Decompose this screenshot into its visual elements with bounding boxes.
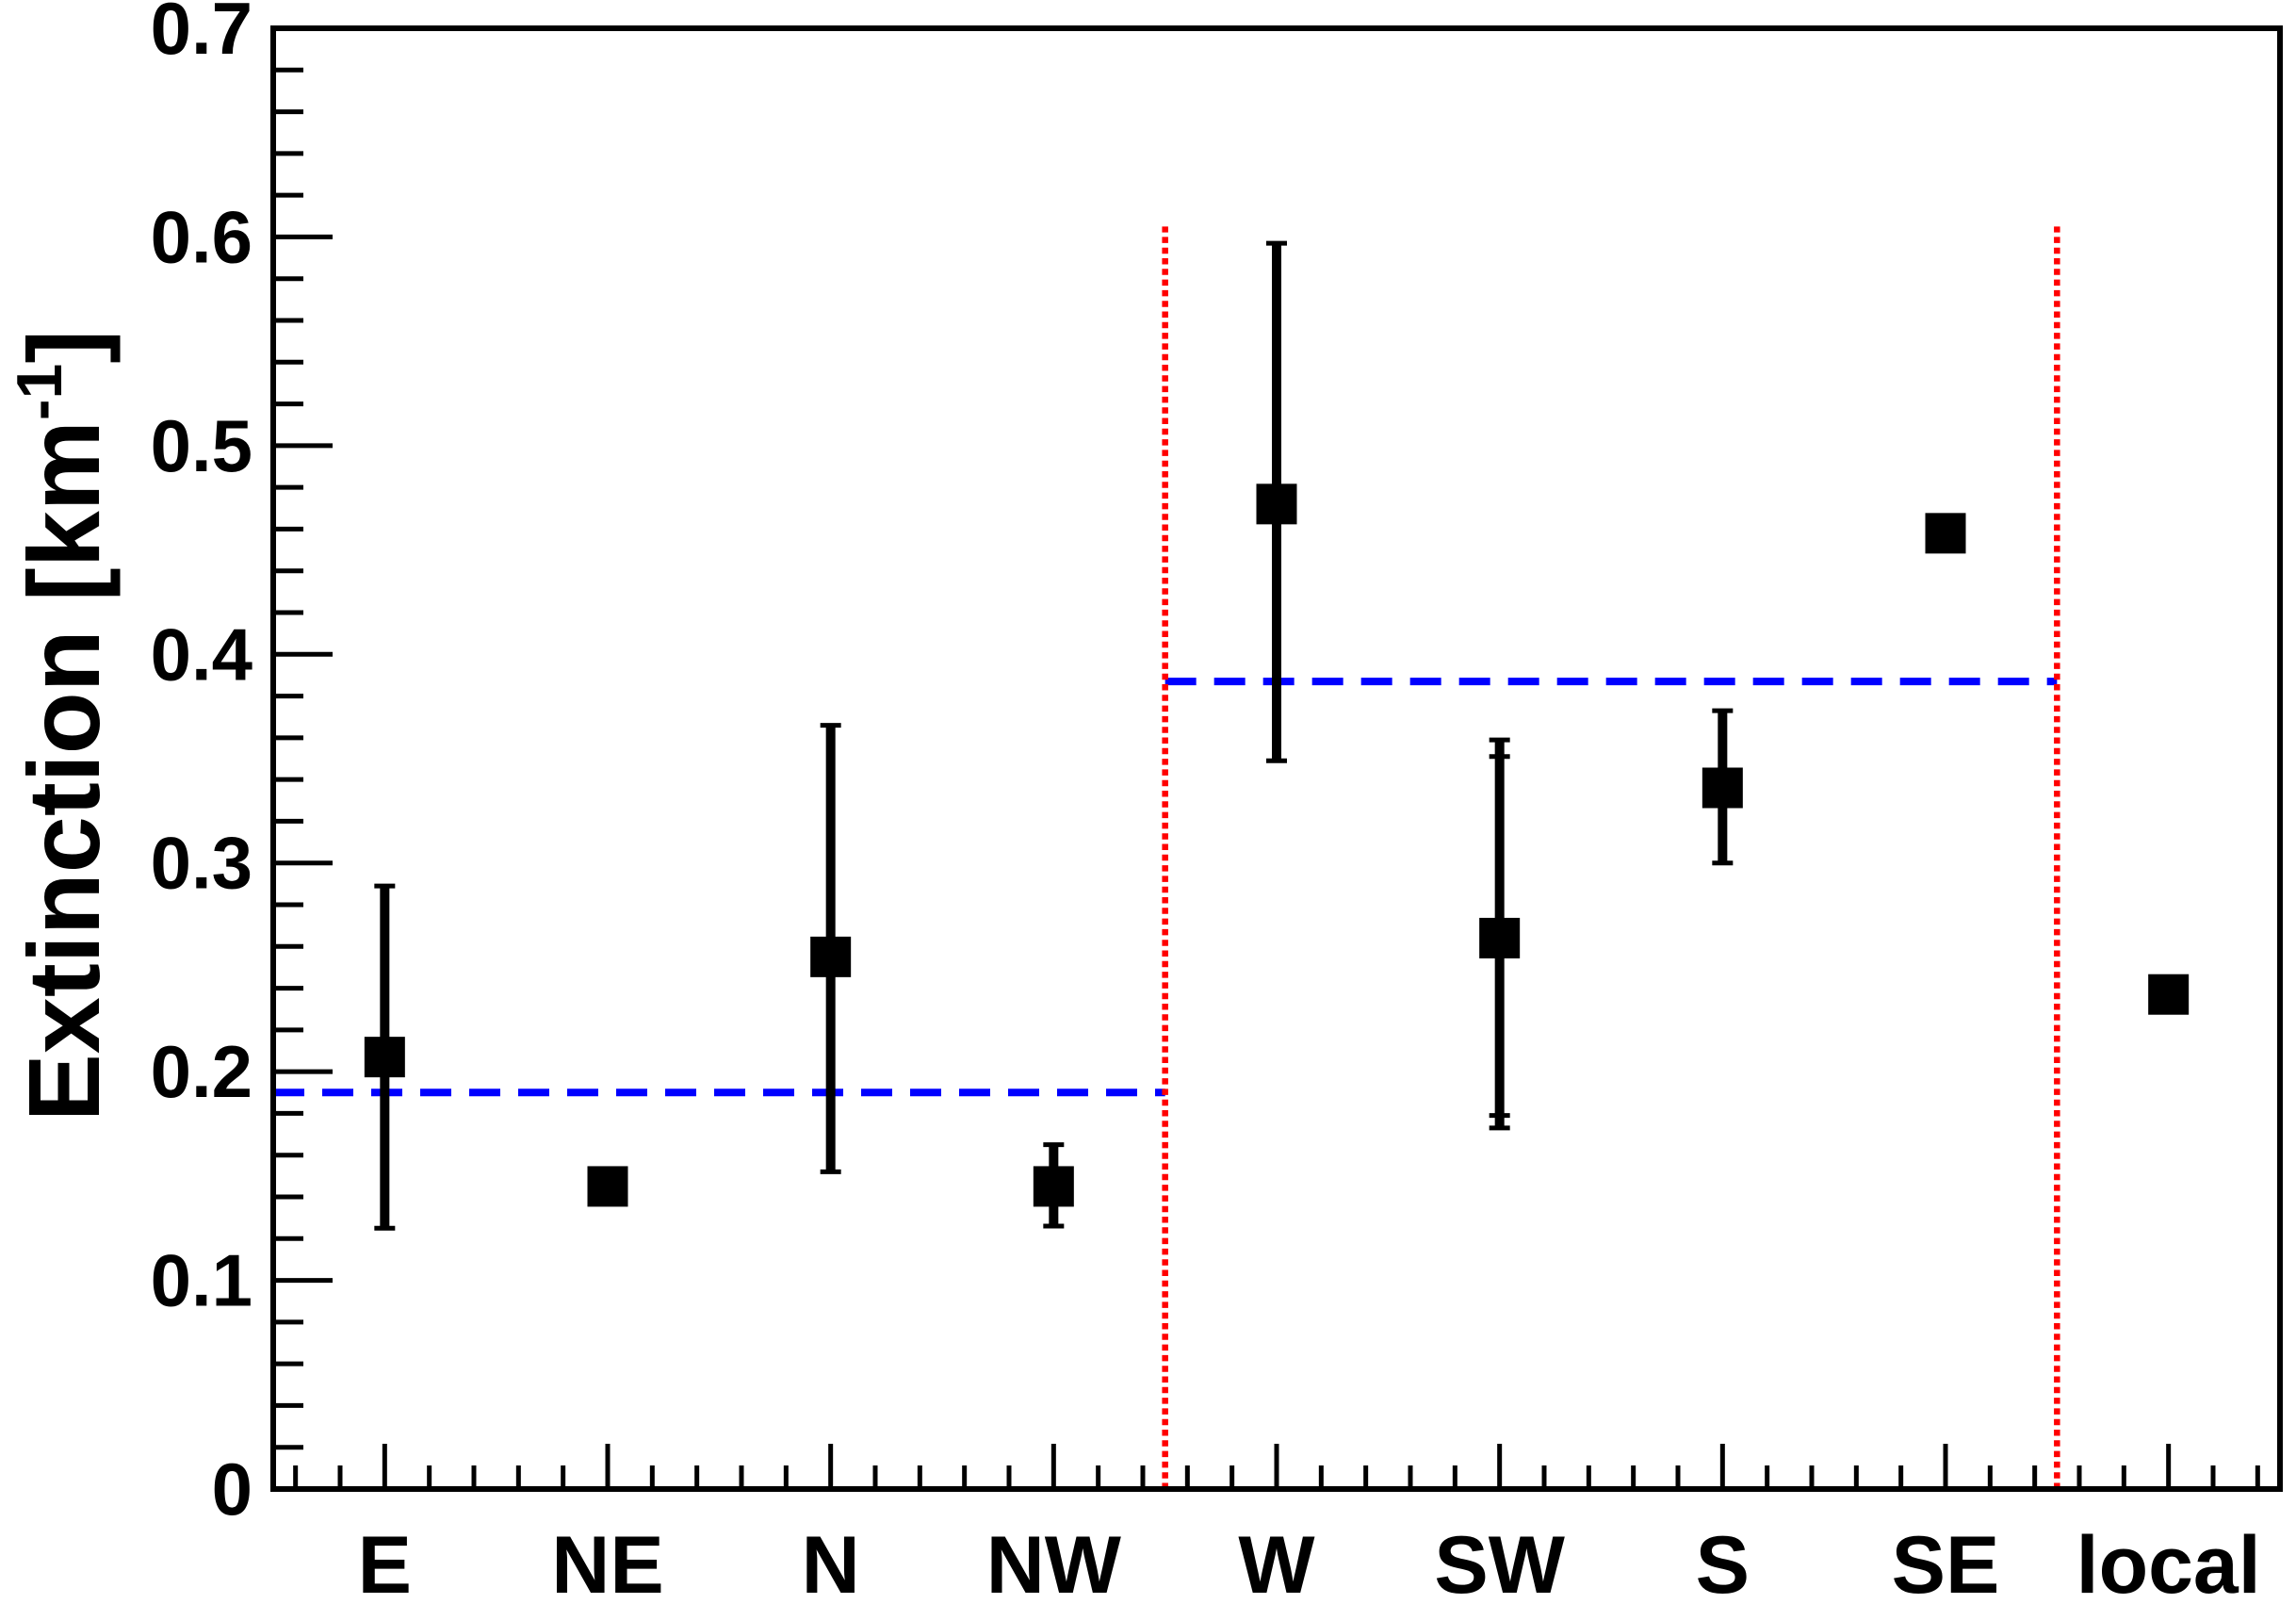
y-tick-label: 0 [212, 1448, 252, 1530]
y-tick-label: 0.5 [151, 404, 252, 487]
x-tick-label-SE: SE [1892, 1520, 2000, 1604]
data-point-S [1702, 767, 1743, 809]
x-tick-label-NE: NE [551, 1520, 663, 1604]
y-tick-label: 0.6 [151, 195, 252, 278]
y-tick-label: 0.3 [151, 822, 252, 905]
y-tick-label: 0.7 [151, 0, 252, 70]
data-point-SW [1479, 917, 1521, 958]
data-point-NW [1033, 1166, 1074, 1207]
x-tick-label-N: N [802, 1520, 860, 1604]
x-tick-label-local: local [2076, 1520, 2261, 1604]
data-point-E [364, 1037, 405, 1078]
plot-elements: 0 0.1 0.2 0.3 0.4 0.5 0.6 0.7 E NE N NW W SW S SE local [151, 0, 2283, 1604]
data-point-SE [1925, 513, 1966, 554]
x-tick-label-E: E [358, 1520, 412, 1604]
x-tick-label-SW: SW [1434, 1520, 1565, 1604]
data-point-local [2148, 974, 2190, 1015]
y-tick-label: 0.4 [151, 613, 252, 696]
data-point-NE [587, 1166, 628, 1207]
y-tick-label: 0.1 [151, 1239, 252, 1322]
y-axis-title: Extinction [km-1] [4, 330, 121, 1122]
x-tick-label-S: S [1696, 1520, 1750, 1604]
data-point-W [1256, 483, 1297, 525]
x-tick-label-W: W [1238, 1520, 1315, 1604]
x-tick-label-NW: NW [986, 1520, 1122, 1604]
y-tick-label: 0.2 [151, 1030, 252, 1113]
data-point-N [810, 936, 852, 977]
